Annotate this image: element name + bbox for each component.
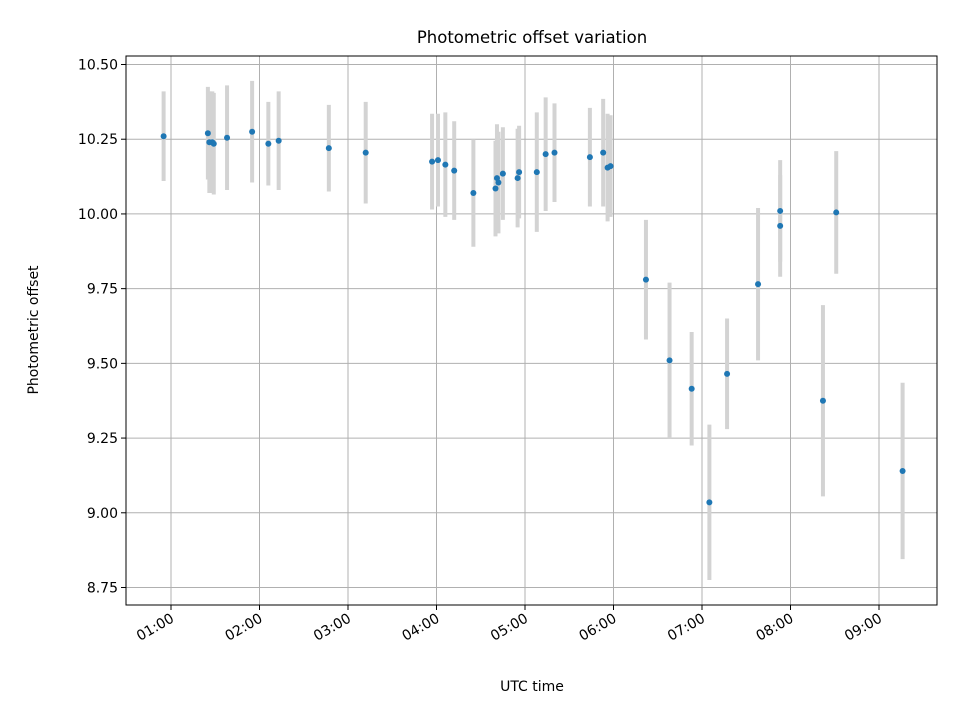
y-tick-label: 8.75 <box>87 581 118 597</box>
y-tick-label: 9.50 <box>87 356 118 372</box>
data-point <box>160 133 167 140</box>
plot-frame <box>125 55 938 606</box>
data-point <box>819 397 826 404</box>
gridlines <box>126 56 937 605</box>
data-point <box>833 209 840 216</box>
data-point <box>275 137 282 144</box>
data-point <box>586 154 593 161</box>
data-point <box>470 190 477 197</box>
y-tick-label: 10.25 <box>78 132 118 148</box>
data-point <box>429 158 436 165</box>
data-point <box>451 167 458 174</box>
data-point <box>495 179 502 186</box>
data-point <box>551 149 558 156</box>
data-point <box>249 128 256 135</box>
data-point <box>755 281 762 288</box>
data-point <box>688 385 695 392</box>
data-point <box>607 163 614 170</box>
data-point <box>706 499 713 506</box>
data-point <box>492 185 499 192</box>
x-axis-label: UTC time <box>500 679 564 695</box>
data-point <box>642 276 649 283</box>
chart-title: Photometric offset variation <box>417 28 647 47</box>
y-tick-label: 10.00 <box>78 207 118 223</box>
data-point <box>666 357 673 364</box>
data-point <box>499 170 506 177</box>
data-point <box>265 140 272 147</box>
y-tick-label: 9.75 <box>87 282 118 298</box>
data-point <box>777 222 784 229</box>
y-tick-label: 9.25 <box>87 431 118 447</box>
data-point <box>516 169 523 176</box>
data-point <box>600 149 607 156</box>
data-point <box>899 467 906 474</box>
data-point <box>362 149 369 156</box>
data-point <box>204 130 211 137</box>
data-points <box>160 128 906 506</box>
y-tick-label: 10.50 <box>78 58 118 74</box>
data-point <box>224 134 231 141</box>
data-point <box>210 140 217 147</box>
data-point <box>434 157 441 164</box>
data-point <box>724 370 731 377</box>
data-point <box>325 145 332 152</box>
data-point <box>533 169 540 176</box>
data-point <box>442 161 449 168</box>
data-point <box>542 151 549 158</box>
data-point <box>514 175 521 182</box>
y-tick-label: 9.00 <box>87 506 118 522</box>
y-axis-label: Photometric offset <box>26 265 42 395</box>
y-axis-ticks: 8.75 9.00 9.25 9.50 9.75 10.00 10.25 10.50 <box>78 58 126 597</box>
data-point <box>777 207 784 214</box>
